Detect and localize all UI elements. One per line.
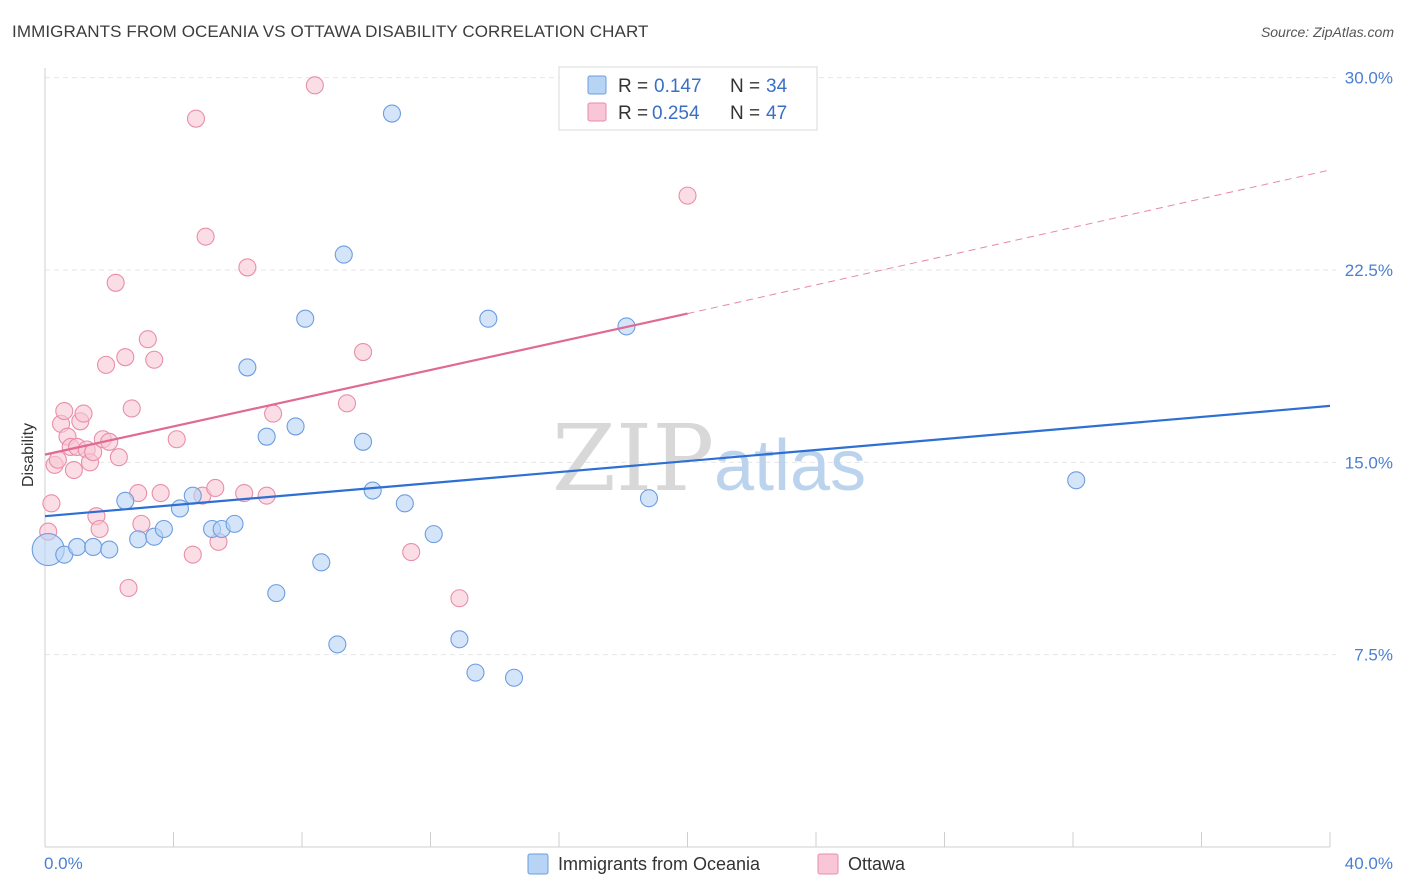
ottawa-point — [305, 76, 324, 95]
bottom-legend-swatch-ottawa — [817, 853, 839, 875]
oceania-point — [84, 537, 103, 557]
bottom-legend-label-oceania: Immigrants from Oceania — [558, 854, 761, 874]
oceania-trend-line — [44, 404, 1331, 518]
oceania-point — [257, 427, 276, 446]
ottawa-point — [264, 404, 283, 423]
oceania-point — [363, 481, 382, 500]
oceania-point — [1067, 471, 1086, 490]
ottawa-point — [206, 478, 225, 498]
ottawa-point — [138, 330, 157, 349]
oceania-point — [296, 309, 315, 328]
watermark-atlas: atlas — [714, 426, 866, 506]
ottawa-point — [96, 355, 116, 374]
ottawa-point — [238, 258, 257, 277]
oceania-point — [238, 358, 257, 377]
ottawa-point — [122, 399, 141, 418]
trend-lines-layer — [44, 169, 1331, 518]
x-tick-label-min: 0.0% — [44, 854, 83, 873]
ottawa-point — [106, 273, 125, 292]
ottawa-point — [151, 484, 170, 503]
ottawa-point — [119, 578, 138, 598]
ottawa-point — [183, 545, 202, 564]
oceania-point — [267, 584, 286, 603]
oceania-point — [312, 553, 331, 572]
x-tick-label-max: 40.0% — [1345, 854, 1393, 873]
oceania-point — [479, 309, 498, 328]
ottawa-trend-line-extension — [687, 169, 1331, 315]
watermark: ZIP atlas — [552, 405, 866, 512]
grid-layer — [45, 77, 1336, 656]
bottom-legend: Immigrants from Oceania Ottawa — [527, 853, 906, 875]
ottawa-point — [235, 484, 254, 503]
legend-r-label-ottawa: R = — [618, 103, 648, 124]
ottawa-point — [337, 394, 357, 413]
ottawa-point — [132, 514, 151, 533]
oceania-point — [382, 104, 402, 123]
oceania-point — [154, 519, 173, 539]
oceania-point — [466, 663, 485, 682]
ottawa-point — [90, 519, 109, 539]
legend-box: R = 0.147 N = 34 R = 0.254 N = 47 — [558, 66, 818, 131]
oceania-point — [424, 525, 443, 544]
legend-r-value-ottawa: 0.254 — [652, 103, 700, 124]
legend-swatch-ottawa — [587, 102, 607, 122]
legend-r-label-oceania: R = — [618, 76, 648, 97]
ottawa-point — [64, 460, 83, 480]
y-tick-label: 22.5% — [1345, 261, 1393, 280]
ottawa-point — [167, 430, 186, 449]
oceania-point — [450, 630, 469, 649]
points-layer — [31, 76, 1086, 687]
ottawa-point — [353, 342, 373, 362]
oceania-point — [129, 530, 148, 549]
oceania-point — [334, 245, 353, 264]
axes-layer — [44, 68, 1331, 848]
source-label: Source: ZipAtlas.com — [1260, 24, 1394, 40]
ottawa-point — [109, 448, 128, 467]
oceania-point — [183, 486, 202, 505]
y-tick-label: 15.0% — [1345, 453, 1393, 472]
ottawa-point — [116, 348, 135, 367]
oceania-point — [100, 540, 119, 559]
ottawa-point — [450, 589, 469, 608]
legend-n-value-oceania: 34 — [766, 76, 788, 97]
oceania-point — [116, 491, 135, 510]
oceania-point — [68, 537, 87, 557]
legend-r-value-oceania: 0.147 — [654, 76, 702, 97]
ottawa-point — [55, 401, 74, 421]
ottawa-trend-line — [44, 312, 688, 456]
oceania-point — [286, 417, 305, 436]
ottawa-point — [74, 404, 93, 423]
ottawa-point — [196, 227, 215, 246]
oceania-point — [639, 489, 659, 508]
oceania-point — [328, 635, 347, 654]
bottom-legend-label-ottawa: Ottawa — [848, 854, 906, 874]
ottawa-point — [145, 350, 164, 369]
bottom-legend-swatch-oceania — [527, 853, 549, 875]
chart-title: IMMIGRANTS FROM OCEANIA VS OTTAWA DISABI… — [12, 22, 649, 41]
y-tick-label: 7.5% — [1354, 646, 1393, 665]
legend-swatch-oceania — [587, 75, 607, 95]
legend-n-label-oceania: N = — [730, 76, 760, 97]
ottawa-point — [678, 186, 697, 205]
oceania-point — [170, 499, 189, 518]
ottawa-point — [186, 109, 206, 128]
oceania-point — [225, 514, 244, 533]
legend-n-value-ottawa: 47 — [766, 103, 787, 124]
ottawa-point — [42, 494, 61, 513]
watermark-zip: ZIP — [552, 405, 714, 512]
tick-labels: 7.5% 15.0% 22.5% 30.0% 0.0% 40.0% — [44, 69, 1393, 873]
ottawa-point — [402, 543, 421, 562]
oceania-point — [395, 494, 414, 513]
y-tick-label: 30.0% — [1345, 69, 1393, 88]
oceania-point — [353, 432, 373, 451]
oceania-point — [504, 668, 524, 687]
y-axis-title: Disability — [20, 423, 37, 487]
legend-n-label-ottawa: N = — [730, 103, 760, 124]
